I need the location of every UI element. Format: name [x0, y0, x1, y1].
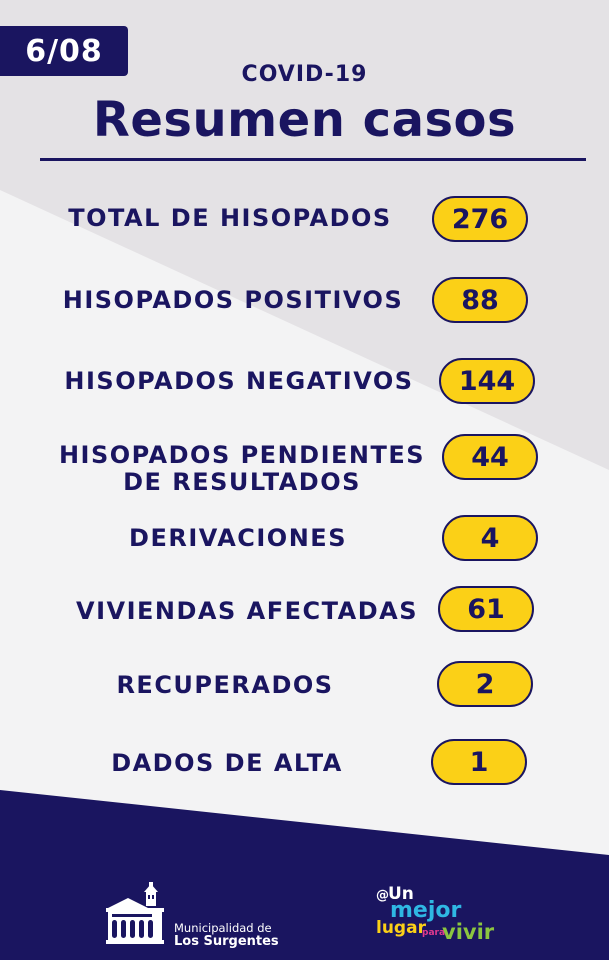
stat-label-hisopados-positivos: HISOPADOS POSITIVOS	[62, 286, 404, 314]
stat-label-hisopados-negativos: HISOPADOS NEGATIVOS	[64, 367, 414, 395]
date-badge: 6/08	[0, 26, 128, 76]
municipality-name-line-2: Los Surgentes	[174, 934, 279, 949]
stat-value-hisopados-pendientes: 44	[442, 434, 538, 480]
stat-label-dados-de-alta: DADOS DE ALTA	[111, 749, 343, 777]
stat-value-hisopados-positivos: 88	[432, 277, 528, 323]
stat-label-hisopados-pendientes: HISOPADOS PENDIENTES DE RESULTADOS	[52, 442, 432, 496]
slogan-vivir: vivir	[442, 920, 495, 944]
municipality-building-logo	[106, 882, 164, 944]
slogan-mejor: mejor	[390, 898, 462, 923]
stat-value-hisopados-negativos: 144	[439, 358, 535, 404]
slogan-para: para	[422, 928, 446, 938]
stat-label-derivaciones: DERIVACIONES	[129, 524, 347, 552]
stat-label-recuperados: RECUPERADOS	[116, 671, 334, 699]
stat-label-total-hisopados: TOTAL DE HISOPADOS	[68, 204, 392, 232]
subtitle: COVID-19	[241, 62, 368, 87]
stat-value-derivaciones: 4	[442, 515, 538, 561]
page-title: Resumen casos	[92, 92, 517, 148]
municipality-name-line-1: Municipalidad de	[174, 921, 272, 935]
stat-label-viviendas-afectadas: VIVIENDAS AFECTADAS	[76, 597, 418, 625]
slogan-lugar: lugar	[376, 918, 426, 938]
stat-value-viviendas-afectadas: 61	[438, 586, 534, 632]
municipality-name: Municipalidad de Los Surgentes	[174, 921, 279, 949]
stat-value-recuperados: 2	[437, 661, 533, 707]
stat-label-line-1: HISOPADOS PENDIENTES	[58, 441, 426, 469]
stat-label-line-2: DE RESULTADOS	[123, 468, 361, 496]
stat-value-dados-de-alta: 1	[431, 739, 527, 785]
slogan-un: Un	[388, 884, 414, 904]
stat-value-total-hisopados: 276	[432, 196, 528, 242]
title-divider	[40, 158, 586, 161]
slogan-at: @	[376, 888, 389, 903]
slogan-logo: @ Un mejor lugar para vivir	[372, 884, 512, 948]
